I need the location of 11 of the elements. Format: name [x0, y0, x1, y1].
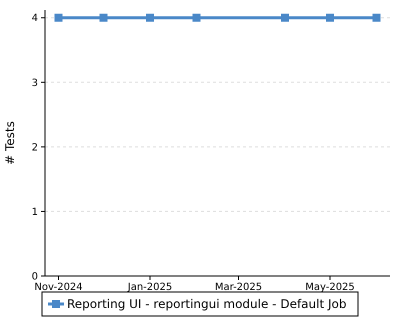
x-tick-label: May-2025	[305, 282, 355, 293]
x-tick-label: Nov-2024	[34, 282, 83, 293]
y-tick-label: 4	[32, 13, 38, 24]
y-axis-title: # Tests	[3, 121, 17, 165]
y-tick-label: 1	[32, 206, 38, 218]
legend-label: Reporting UI - reportingui module - Default Job	[67, 297, 346, 312]
x-tick-label: Jan-2025	[126, 282, 172, 293]
y-tick-label: 2	[32, 142, 38, 154]
x-tick-label: Mar-2025	[214, 282, 262, 293]
y-tick-label: 3	[32, 78, 38, 89]
y-tick-label: 0	[32, 272, 38, 282]
